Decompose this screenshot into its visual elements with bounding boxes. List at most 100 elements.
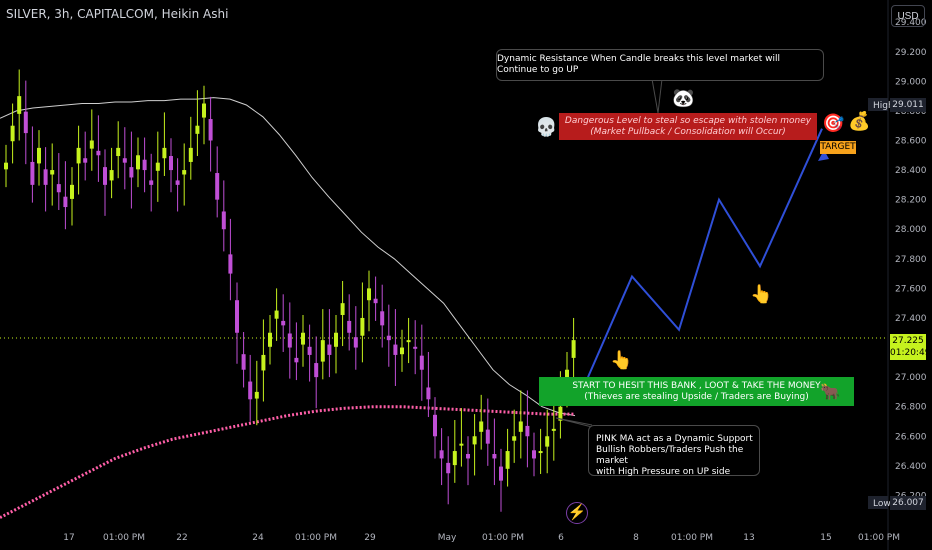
low-label: Low	[873, 499, 891, 509]
candle-body	[320, 340, 325, 362]
time-tick: 24	[252, 533, 264, 543]
candle-body	[571, 340, 576, 358]
candle-body	[83, 158, 88, 163]
price-tick: 29.200	[895, 48, 927, 58]
candle-body	[472, 436, 477, 445]
candle-body	[380, 311, 385, 326]
candle-body	[235, 300, 239, 333]
candle-body	[419, 355, 424, 370]
price-tick: 27.000	[895, 373, 927, 383]
candle-body	[558, 406, 563, 421]
projection-arrowhead	[818, 150, 829, 161]
candle-body	[360, 317, 365, 336]
candle-body	[287, 333, 292, 348]
ma-note-line-1: PINK MA act as a Dynamic Support	[596, 434, 753, 444]
price-tick: 27.600	[895, 284, 927, 294]
candle-body	[116, 147, 121, 157]
time-tick: 01:00 PM	[858, 533, 900, 543]
candle-body	[129, 167, 134, 178]
time-tick: 6	[558, 533, 564, 543]
candle-body	[37, 147, 41, 164]
pink-ma-note[interactable]: PINK MA act as a Dynamic Support Bullish…	[588, 425, 760, 477]
candle-body	[103, 167, 107, 185]
candle-body	[406, 340, 411, 343]
target-label: TARGET	[820, 141, 856, 154]
candle-body	[452, 451, 457, 466]
time-tick: 17	[63, 533, 74, 543]
high-tag	[868, 98, 888, 111]
candles	[4, 69, 576, 512]
candle-body	[353, 337, 358, 348]
dynamic-resistance-text: Dynamic Resistance When Candle breaks th…	[497, 54, 780, 75]
candle-body	[373, 298, 378, 304]
candle-body	[426, 387, 431, 400]
candle-body	[485, 429, 490, 444]
candle-body	[182, 170, 187, 175]
candle-body	[499, 466, 503, 481]
price-tick: 29.000	[895, 77, 927, 87]
time-axis: 17 01:00 PM 22 24 01:00 PM 29 May 01:00 PM 6 8 01:…	[63, 533, 900, 543]
candle-body	[261, 354, 266, 371]
candle-body	[30, 161, 35, 185]
price-tick: 27.800	[895, 255, 927, 265]
candle-body	[202, 103, 206, 118]
heist-line-2: (Thieves are stealing Upside / Traders a…	[584, 391, 809, 402]
candle-body	[215, 173, 220, 200]
candle-body	[169, 156, 173, 171]
time-tick: 22	[176, 533, 187, 543]
candle-body	[525, 425, 530, 437]
time-tick: 01:00 PM	[295, 533, 337, 543]
candle-body	[307, 346, 312, 355]
high-value-tag: 29.011	[890, 98, 926, 112]
ma-note-line-3: with High Pressure on UP side	[596, 467, 731, 477]
price-tick: 28.200	[895, 196, 927, 206]
candle-body	[195, 125, 200, 134]
candle-body	[10, 125, 15, 142]
danger-line-2: (Market Pullback / Consolidation will Oc…	[590, 126, 786, 137]
price-tick: 28.600	[895, 136, 927, 146]
time-tick: May	[438, 533, 457, 543]
candle-body	[89, 140, 94, 149]
price-tick: 26.600	[895, 432, 927, 442]
candle-body	[340, 303, 345, 315]
candle-body	[334, 332, 338, 347]
candle-body	[512, 436, 517, 441]
candle-body	[314, 363, 319, 378]
candle-body	[386, 335, 391, 341]
candle-body	[248, 381, 253, 400]
lightning-icon[interactable]: ⚡	[566, 502, 588, 524]
panda-icon: 🐼	[672, 88, 695, 108]
time-tick: 15	[820, 533, 831, 543]
candle-body	[43, 169, 48, 185]
high-label: High	[873, 101, 894, 111]
candle-body	[241, 354, 246, 370]
ma-note-line-2: Bullish Robbers/Traders Push the market	[596, 445, 744, 466]
candle-body	[76, 147, 81, 164]
time-tick: 8	[633, 533, 639, 543]
candle-body	[466, 454, 470, 459]
danger-level-box[interactable]: Dangerous Level to steal so escape with …	[559, 113, 817, 140]
currency-button[interactable]: USD	[891, 5, 925, 27]
candle-body	[518, 421, 523, 432]
candle-body	[268, 332, 272, 347]
projection-path	[587, 128, 823, 378]
candle-body	[162, 147, 167, 159]
candle-body	[327, 344, 332, 355]
dynamic-resistance-note[interactable]: Dynamic Resistance When Candle breaks th…	[496, 49, 824, 81]
money-bag-icon: 💰	[848, 111, 871, 131]
ma-white-line	[0, 97, 576, 417]
candle-body	[188, 147, 193, 162]
candle-body	[70, 184, 74, 199]
danger-line-1: Dangerous Level to steal so escape with …	[564, 115, 812, 126]
candle-body	[155, 162, 160, 171]
price-tick: 26.800	[895, 403, 927, 413]
time-tick: 01:00 PM	[482, 533, 524, 543]
candle-body	[551, 428, 556, 431]
heist-box[interactable]: START TO HESIT THIS BANK , LOOT & TAKE T…	[539, 377, 854, 406]
skull-icon: 💀	[535, 117, 558, 137]
candle-body	[367, 288, 371, 301]
heist-line-1: START TO HESIT THIS BANK , LOOT & TAKE T…	[572, 380, 821, 391]
pointing-hand-icon: 👆	[610, 350, 633, 370]
candle-body	[109, 170, 114, 181]
